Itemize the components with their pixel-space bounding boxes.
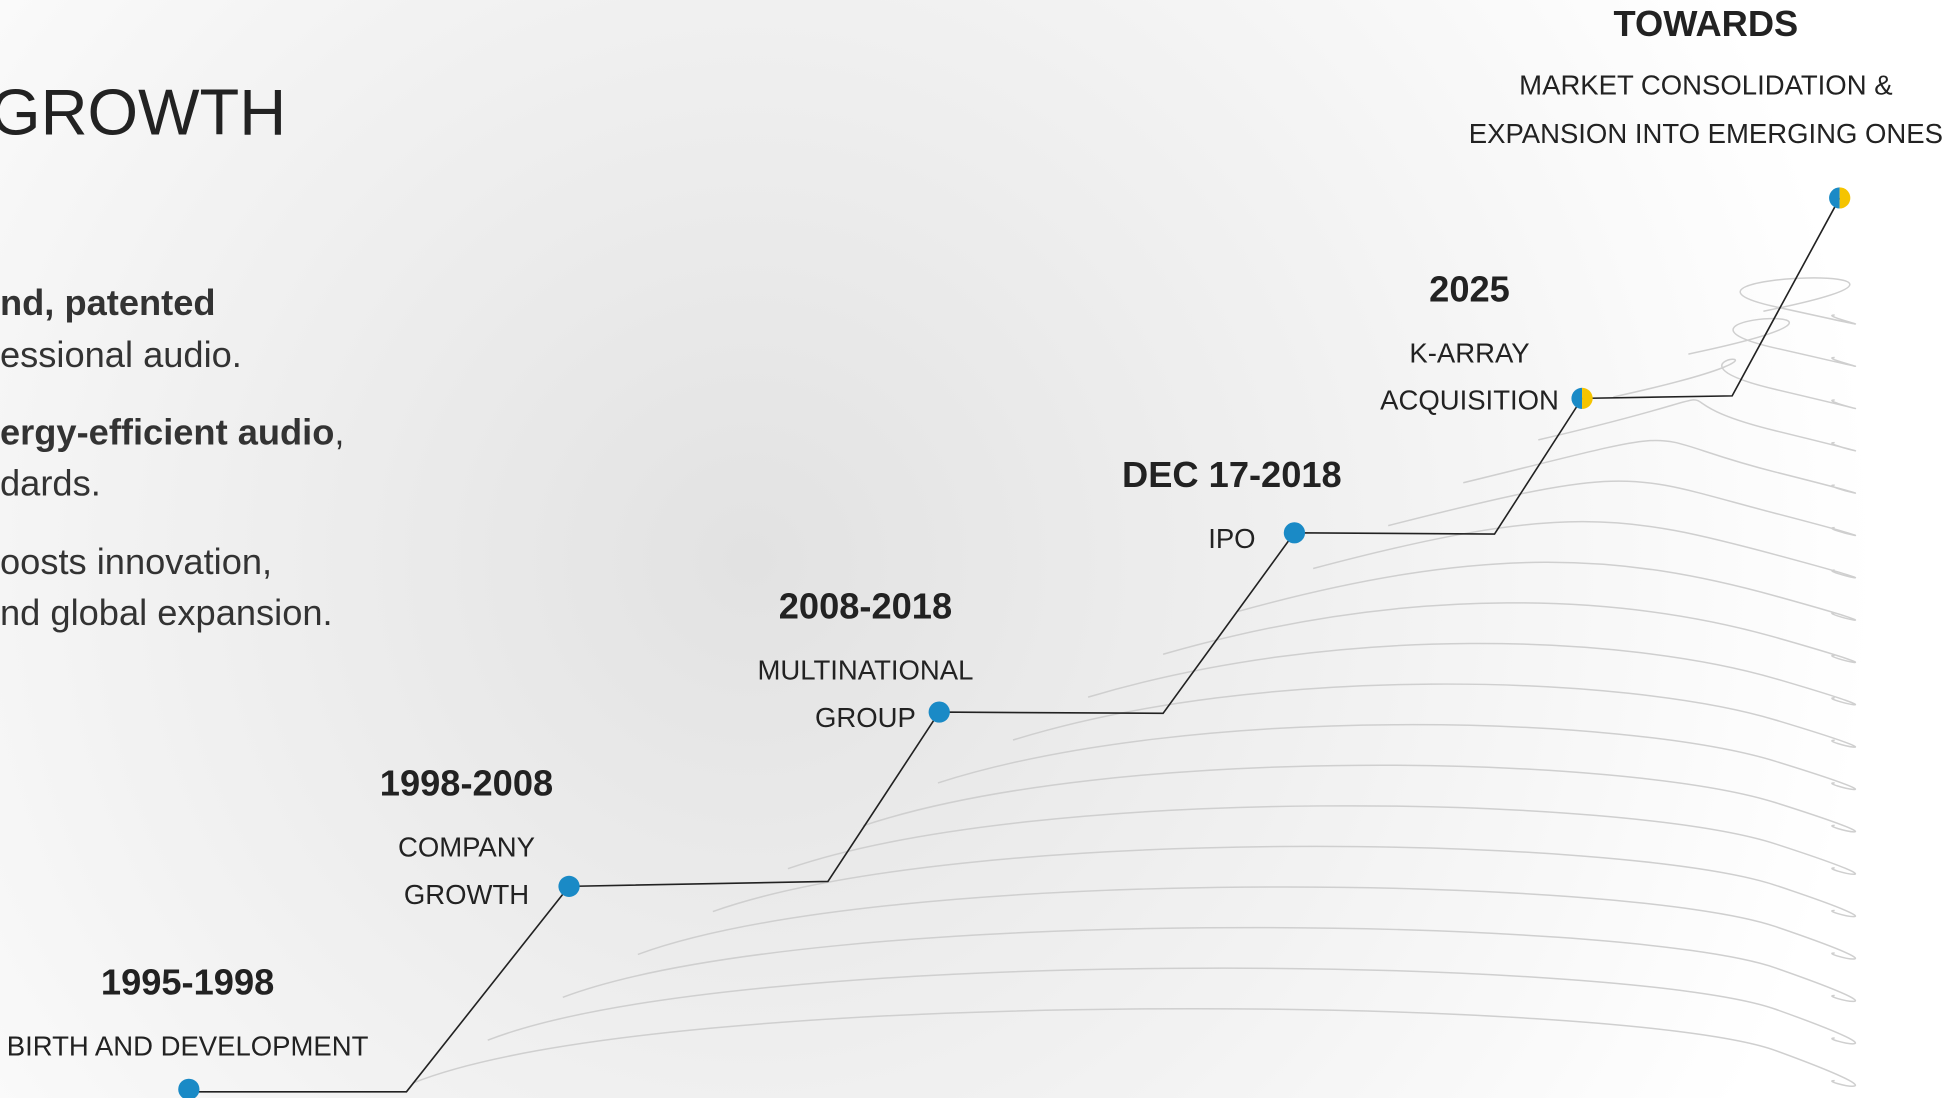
text-run: oosts innovation, <box>0 541 272 582</box>
text-run: nd, patented <box>0 282 216 323</box>
milestone-label: ACQUISITION <box>1380 385 1559 416</box>
paragraph-line: nd global expansion. <box>0 592 333 633</box>
milestone-dot-right <box>1582 387 1593 409</box>
milestone-label: GROWTH <box>404 879 529 910</box>
milestone-label: BIRTH AND DEVELOPMENT <box>7 1031 369 1062</box>
wave-line <box>1312 520 1856 579</box>
paragraph-line: dards. <box>0 463 101 504</box>
wave-line <box>1087 642 1856 706</box>
milestone-dot <box>558 875 580 897</box>
wave-line <box>1739 277 1856 325</box>
timeline-path <box>188 197 1841 1093</box>
wave-line <box>787 805 1856 876</box>
paragraph-line: oosts innovation, <box>0 541 272 582</box>
wave-line <box>1688 317 1856 367</box>
wave-line <box>1012 683 1856 748</box>
milestone-date: DEC 17-2018 <box>1122 454 1342 495</box>
milestone-label: IPO <box>1208 523 1255 554</box>
milestone-dot <box>178 1078 200 1098</box>
wave-line <box>487 967 1856 1045</box>
milestone-label: GROUP <box>815 702 916 733</box>
wave-line <box>637 886 1856 960</box>
wave-line <box>1538 399 1856 452</box>
paragraph-line: essional audio. <box>0 334 242 375</box>
wave-line <box>1463 439 1856 494</box>
wave-lines <box>412 277 1856 1087</box>
text-run: nd global expansion. <box>0 592 333 633</box>
milestone-date: 1998-2008 <box>380 763 553 804</box>
milestone-label: MULTINATIONAL <box>757 655 973 686</box>
title: GROWTH <box>0 76 286 149</box>
text-run: essional audio. <box>0 334 242 375</box>
milestone-date: TOWARDS <box>1614 3 1799 44</box>
text-run: , <box>334 412 344 453</box>
milestone-label: MARKET CONSOLIDATION & <box>1519 70 1892 101</box>
milestone-dot <box>928 701 950 723</box>
wave-line <box>862 764 1856 833</box>
wave-line <box>412 1008 1856 1087</box>
text-run: dards. <box>0 463 101 504</box>
milestone-date: 2025 <box>1429 268 1510 309</box>
milestone-date: 1995-1998 <box>101 962 274 1003</box>
wave-line <box>712 845 1856 918</box>
milestone-dot-left <box>1571 387 1583 409</box>
text-run: ergy-efficient audio <box>0 412 334 453</box>
milestone-label: K-ARRAY <box>1409 337 1529 368</box>
wave-line <box>562 926 1856 1003</box>
wave-line <box>1613 358 1856 410</box>
wave-line <box>1162 602 1856 664</box>
milestone-dot <box>1283 522 1306 544</box>
paragraph-line: ergy-efficient audio, <box>0 412 344 453</box>
milestone-label: EXPANSION INTO EMERGING ONES <box>1469 118 1943 149</box>
paragraph-line: nd, patented <box>0 282 216 323</box>
milestone-dot-left <box>1829 187 1840 209</box>
wave-line <box>937 723 1856 791</box>
milestone-label: COMPANY <box>398 832 535 863</box>
wave-line <box>1388 480 1856 537</box>
wave-line <box>1237 561 1856 621</box>
milestone-dot-right <box>1839 187 1851 209</box>
milestone-date: 2008-2018 <box>779 586 952 627</box>
